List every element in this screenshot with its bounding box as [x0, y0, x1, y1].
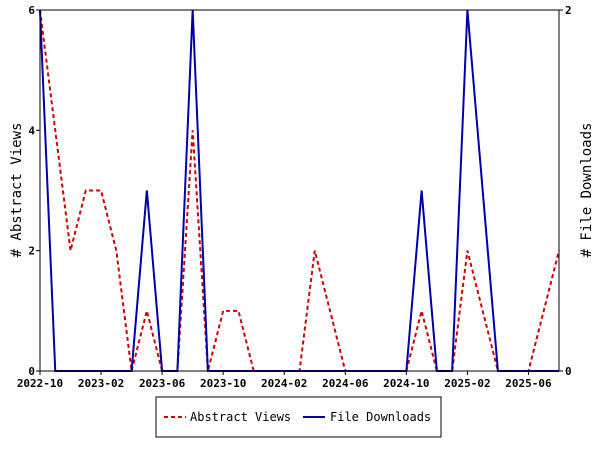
x-tick-label: 2022-10: [17, 377, 63, 390]
axes: 0 2 4 6 0 2 2022-10 2023-02 2023-06 2023-10 2024-0…: [17, 4, 572, 390]
legend-label-abstract-views: Abstract Views: [190, 410, 291, 424]
x-tick-label: 2024-02: [261, 377, 307, 390]
plot-background: [40, 10, 559, 371]
x-tick-label: 2025-06: [505, 377, 552, 390]
y-left-tick-label: 4: [28, 124, 35, 137]
x-tick-label: 2025-02: [444, 377, 490, 390]
legend-box: [155, 396, 442, 438]
x-tick-label: 2023-10: [200, 377, 246, 390]
x-tick-label: 2024-10: [383, 377, 429, 390]
y-axis-left-label: # Abstract Views: [9, 123, 25, 258]
plot-frame: [39, 9, 560, 372]
y-left-tick-label: 2: [28, 245, 35, 258]
y-left-tick-label: 6: [28, 4, 35, 17]
y-right-tick-label: 2: [565, 4, 572, 17]
x-tick-label: 2024-06: [322, 377, 369, 390]
x-tick-label: 2023-02: [78, 377, 124, 390]
y-left-tick-label: 0: [28, 365, 35, 378]
legend-label-file-downloads: File Downloads: [330, 410, 431, 424]
y-right-tick-label: 0: [565, 365, 572, 378]
legend: Abstract Views File Downloads: [155, 396, 442, 438]
y-axis-right-label: # File Downloads: [579, 123, 595, 258]
x-tick-label: 2023-06: [139, 377, 186, 390]
plot-area: [40, 10, 559, 371]
